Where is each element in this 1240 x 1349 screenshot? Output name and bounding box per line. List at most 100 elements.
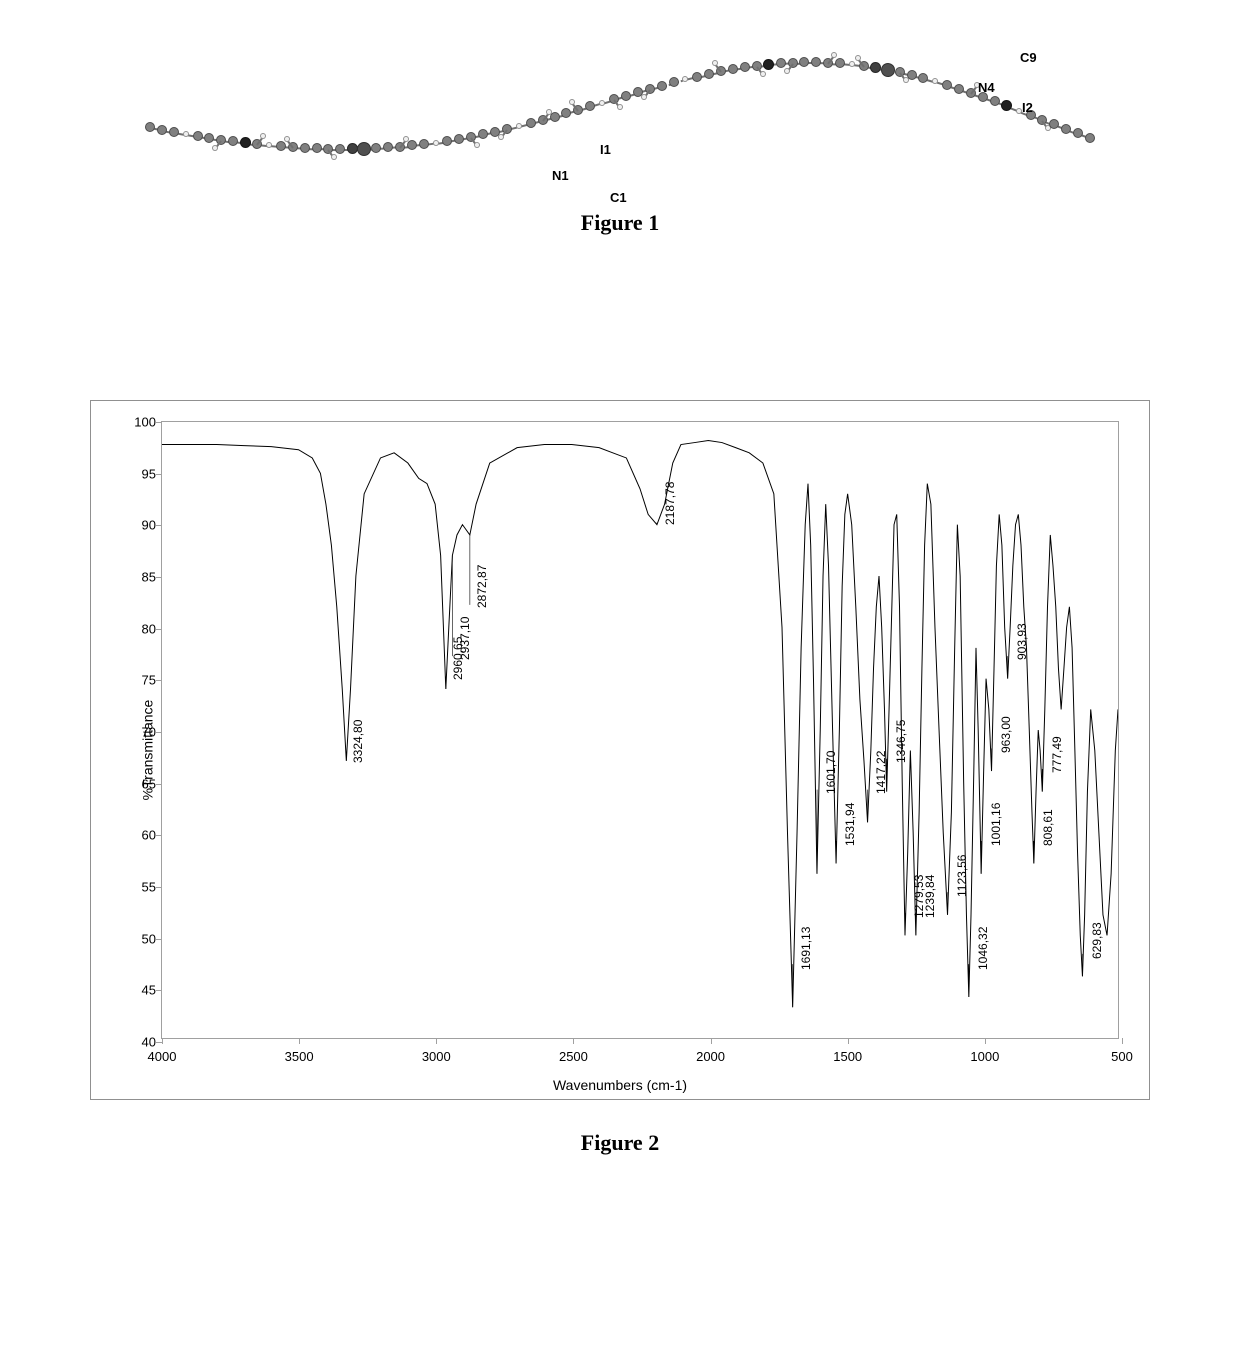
x-tick bbox=[299, 1038, 300, 1044]
atom-c bbox=[407, 140, 417, 150]
peak-label: 629,83 bbox=[1090, 923, 1104, 960]
atom-label: I2 bbox=[1022, 100, 1033, 115]
y-tick bbox=[156, 577, 162, 578]
atom-c bbox=[585, 101, 595, 111]
atom-h bbox=[284, 136, 290, 142]
x-tick-label: 4000 bbox=[148, 1049, 177, 1064]
atom-c bbox=[478, 129, 488, 139]
atom-c bbox=[811, 57, 821, 67]
y-tick bbox=[156, 474, 162, 475]
atom-c bbox=[228, 136, 238, 146]
x-tick-label: 3000 bbox=[422, 1049, 451, 1064]
peak-label: 3324,80 bbox=[351, 720, 365, 763]
y-tick-label: 95 bbox=[128, 466, 156, 481]
atom-c bbox=[561, 108, 571, 118]
atom-label: C1 bbox=[610, 190, 627, 205]
y-tick bbox=[156, 784, 162, 785]
atom-i bbox=[357, 142, 371, 156]
peak-label: 1123,56 bbox=[955, 855, 969, 898]
x-tick-label: 500 bbox=[1111, 1049, 1133, 1064]
plot-area: 4045505560657075808590951004000350030002… bbox=[161, 421, 1119, 1039]
y-tick-label: 45 bbox=[128, 983, 156, 998]
figure-1-caption: Figure 1 bbox=[0, 210, 1240, 236]
peak-label: 1239,84 bbox=[923, 875, 937, 918]
peak-label: 1001,16 bbox=[989, 802, 1003, 845]
atom-h bbox=[516, 123, 522, 129]
atom-h bbox=[641, 94, 647, 100]
y-tick-label: 75 bbox=[128, 673, 156, 688]
y-tick-label: 90 bbox=[128, 518, 156, 533]
y-tick bbox=[156, 887, 162, 888]
peak-label: 2187,78 bbox=[663, 482, 677, 525]
atom-c bbox=[692, 72, 702, 82]
atom-h bbox=[784, 68, 790, 74]
figure-2-section: %Transmittance Wavenumbers (cm-1) 404550… bbox=[0, 400, 1240, 1220]
atom-o bbox=[763, 59, 774, 70]
atom-c bbox=[419, 139, 429, 149]
x-tick bbox=[573, 1038, 574, 1044]
x-tick bbox=[711, 1038, 712, 1044]
y-tick-label: 50 bbox=[128, 931, 156, 946]
atom-c bbox=[335, 144, 345, 154]
atom-c bbox=[1085, 133, 1095, 143]
molecular-structure-diagram: N1C1I1N4I2C9 bbox=[130, 30, 1110, 200]
spectrum-path bbox=[162, 440, 1118, 1007]
y-tick-label: 60 bbox=[128, 828, 156, 843]
atom-c bbox=[169, 127, 179, 137]
x-tick bbox=[436, 1038, 437, 1044]
atom-h bbox=[1016, 108, 1022, 114]
y-tick bbox=[156, 939, 162, 940]
atom-c bbox=[669, 77, 679, 87]
x-tick bbox=[162, 1038, 163, 1044]
x-tick bbox=[848, 1038, 849, 1044]
atom-c bbox=[835, 58, 845, 68]
peak-label: 1417,22 bbox=[874, 751, 888, 794]
y-tick bbox=[156, 629, 162, 630]
y-tick bbox=[156, 680, 162, 681]
y-tick bbox=[156, 835, 162, 836]
atom-c bbox=[740, 62, 750, 72]
x-tick-label: 1500 bbox=[833, 1049, 862, 1064]
atom-h bbox=[212, 145, 218, 151]
atom-c bbox=[312, 143, 322, 153]
x-tick-label: 2500 bbox=[559, 1049, 588, 1064]
atom-c bbox=[776, 58, 786, 68]
peak-label: 1691,13 bbox=[799, 926, 813, 969]
atom-c bbox=[954, 84, 964, 94]
peak-label: 903,93 bbox=[1015, 623, 1029, 660]
spectrum-line bbox=[162, 422, 1118, 1038]
atom-n bbox=[870, 62, 881, 73]
atom-h bbox=[849, 61, 855, 67]
atom-o bbox=[240, 137, 251, 148]
atom-i bbox=[881, 63, 895, 77]
atom-c bbox=[704, 69, 714, 79]
atom-label: I1 bbox=[600, 142, 611, 157]
peak-label: 1046,32 bbox=[976, 926, 990, 969]
atom-c bbox=[442, 136, 452, 146]
atom-c bbox=[145, 122, 155, 132]
peak-label: 808,61 bbox=[1041, 809, 1055, 846]
y-tick-label: 40 bbox=[128, 1035, 156, 1050]
atom-c bbox=[371, 143, 381, 153]
atom-c bbox=[276, 141, 286, 151]
y-tick-label: 55 bbox=[128, 880, 156, 895]
atom-c bbox=[157, 125, 167, 135]
atom-c bbox=[990, 96, 1000, 106]
atom-c bbox=[907, 70, 917, 80]
atom-h bbox=[831, 52, 837, 58]
y-tick-label: 85 bbox=[128, 570, 156, 585]
atom-h bbox=[617, 104, 623, 110]
atom-c bbox=[193, 131, 203, 141]
x-tick-label: 2000 bbox=[696, 1049, 725, 1064]
atom-c bbox=[454, 134, 464, 144]
atom-c bbox=[526, 118, 536, 128]
atom-h bbox=[474, 142, 480, 148]
atom-c bbox=[918, 73, 928, 83]
atom-h bbox=[266, 142, 272, 148]
ir-spectrum-chart: %Transmittance Wavenumbers (cm-1) 404550… bbox=[90, 400, 1150, 1100]
peak-label: 963,00 bbox=[999, 716, 1013, 753]
figure-1-section: N1C1I1N4I2C9 Figure 1 bbox=[0, 30, 1240, 270]
y-tick bbox=[156, 525, 162, 526]
x-tick-label: 1000 bbox=[970, 1049, 999, 1064]
atom-h bbox=[498, 134, 504, 140]
